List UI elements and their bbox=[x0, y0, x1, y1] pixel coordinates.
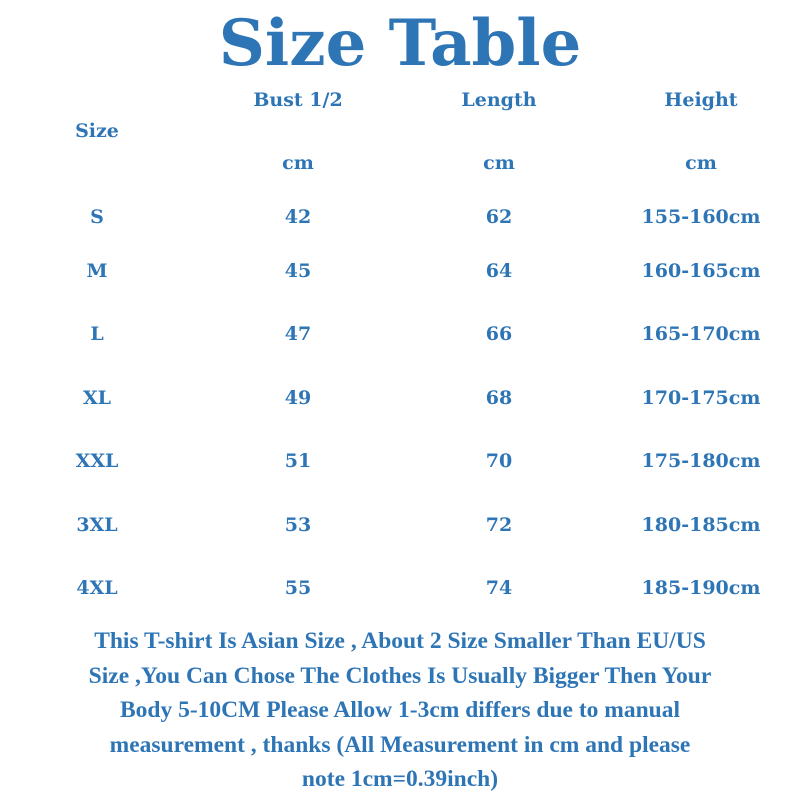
cell-length: 72 bbox=[485, 514, 513, 536]
cell-bust: 55 bbox=[284, 577, 312, 599]
header-height: Height bbox=[664, 89, 738, 111]
unit-bust: cm bbox=[282, 152, 314, 174]
cell-size: XXL bbox=[75, 450, 119, 472]
cell-height: 155-160cm bbox=[641, 206, 761, 228]
header-length: Length bbox=[461, 89, 537, 111]
size-note: This T-shirt Is Asian Size , About 2 Siz… bbox=[0, 624, 800, 797]
page-title: Size Table bbox=[218, 6, 582, 81]
header-bust: Bust 1/2 bbox=[253, 89, 343, 111]
cell-height: 185-190cm bbox=[641, 577, 761, 599]
cell-bust: 47 bbox=[284, 323, 312, 345]
cell-height: 180-185cm bbox=[641, 514, 761, 536]
cell-length: 70 bbox=[485, 450, 513, 472]
cell-bust: 49 bbox=[284, 387, 312, 409]
note-line: Body 5-10CM Please Allow 1-3cm differs d… bbox=[119, 697, 681, 723]
unit-length: cm bbox=[483, 152, 515, 174]
cell-size: L bbox=[90, 323, 104, 345]
cell-length: 74 bbox=[485, 577, 513, 599]
note-line: note 1cm=0.39inch) bbox=[301, 766, 499, 792]
cell-size: XL bbox=[82, 387, 112, 409]
cell-length: 64 bbox=[485, 260, 513, 282]
cell-bust: 45 bbox=[284, 260, 312, 282]
cell-size: M bbox=[86, 260, 108, 282]
cell-size: 4XL bbox=[76, 577, 118, 599]
note-line: measurement , thanks (All Measurement in… bbox=[109, 731, 691, 758]
header-size: Size bbox=[75, 120, 119, 142]
cell-bust: 53 bbox=[284, 514, 312, 536]
note-line: This T-shirt Is Asian Size , About 2 Siz… bbox=[94, 628, 706, 654]
cell-length: 68 bbox=[485, 387, 513, 409]
cell-length: 66 bbox=[485, 323, 513, 345]
cell-bust: 51 bbox=[284, 450, 312, 472]
cell-height: 175-180cm bbox=[641, 450, 761, 472]
cell-bust: 42 bbox=[284, 206, 312, 228]
cell-size: S bbox=[90, 206, 104, 228]
cell-height: 170-175cm bbox=[641, 387, 761, 409]
cell-height: 160-165cm bbox=[641, 260, 761, 282]
cell-height: 165-170cm bbox=[641, 323, 761, 345]
note-line: Size ,You Can Chose The Clothes Is Usual… bbox=[88, 662, 712, 689]
cell-size: 3XL bbox=[76, 514, 118, 536]
unit-height: cm bbox=[685, 152, 717, 174]
cell-length: 62 bbox=[485, 206, 513, 228]
